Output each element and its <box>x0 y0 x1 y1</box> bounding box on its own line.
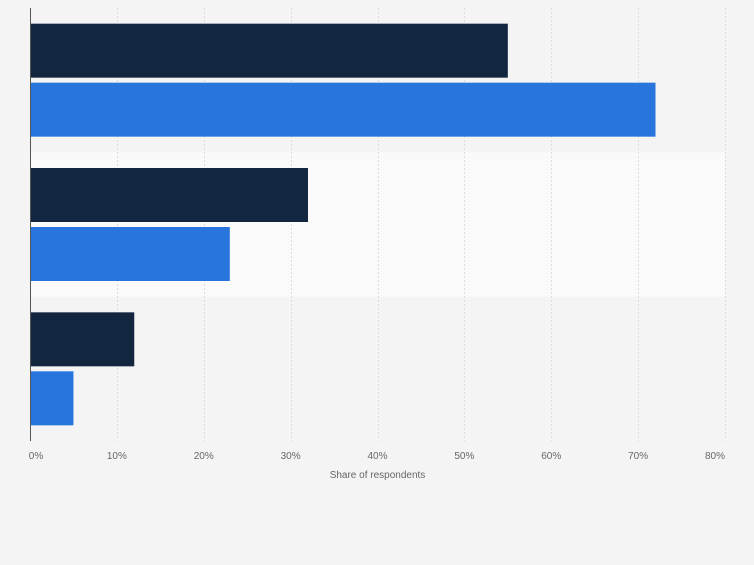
x-tick-label: 80% <box>705 451 725 462</box>
bar-group1-series1 <box>30 23 508 78</box>
bar-group1-series2 <box>30 82 656 137</box>
x-tick-label: 10% <box>107 451 127 462</box>
x-axis-ticks: 0% 10% 20% 30% 40% 50% 60% 70% 80% <box>29 451 725 462</box>
bar-group2-series2 <box>30 227 230 281</box>
x-axis-label: Share of respondents <box>330 470 426 481</box>
x-tick-label: 60% <box>541 451 561 462</box>
x-tick-label: 30% <box>281 451 301 462</box>
x-tick-label: 0% <box>29 451 44 462</box>
bar-group3-series1 <box>30 312 135 367</box>
bar-group2-series1 <box>30 168 308 222</box>
x-tick-label: 50% <box>454 451 474 462</box>
bar-group3-series2 <box>30 371 74 426</box>
bars <box>30 23 656 426</box>
x-tick-label: 70% <box>628 451 648 462</box>
x-tick-label: 20% <box>194 451 214 462</box>
gridlines <box>117 8 726 441</box>
x-tick-label: 40% <box>367 451 387 462</box>
